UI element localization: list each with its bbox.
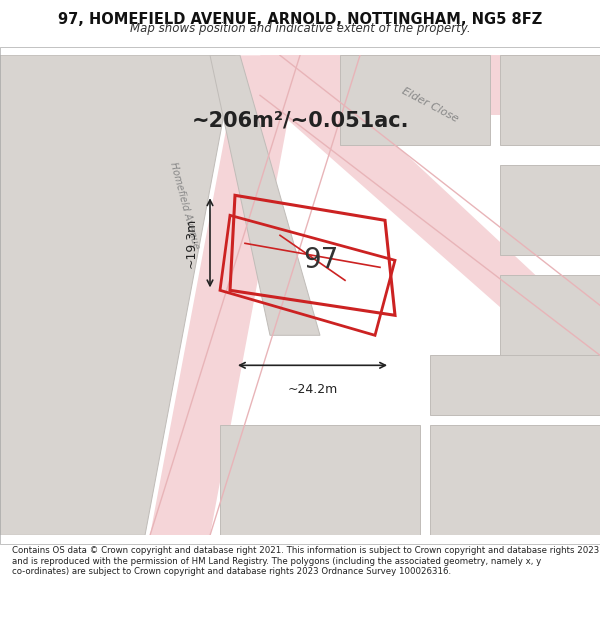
Polygon shape xyxy=(430,355,600,415)
Polygon shape xyxy=(260,55,600,115)
Text: Elder Close: Elder Close xyxy=(400,86,460,124)
Polygon shape xyxy=(430,425,600,535)
Text: 97, HOMEFIELD AVENUE, ARNOLD, NOTTINGHAM, NG5 8FZ: 97, HOMEFIELD AVENUE, ARNOLD, NOTTINGHAM… xyxy=(58,12,542,27)
Polygon shape xyxy=(150,55,300,535)
Polygon shape xyxy=(0,55,235,535)
Text: Map shows position and indicative extent of the property.: Map shows position and indicative extent… xyxy=(130,22,470,35)
Polygon shape xyxy=(500,275,600,355)
Text: 97: 97 xyxy=(304,246,339,274)
Text: ~19.3m: ~19.3m xyxy=(185,217,198,268)
Text: Contains OS data © Crown copyright and database right 2021. This information is : Contains OS data © Crown copyright and d… xyxy=(12,546,599,576)
Polygon shape xyxy=(500,55,600,145)
Polygon shape xyxy=(260,55,600,396)
Polygon shape xyxy=(340,55,490,145)
Text: ~206m²/~0.051ac.: ~206m²/~0.051ac. xyxy=(191,110,409,130)
Text: Homefield Avenue: Homefield Avenue xyxy=(169,161,202,250)
Text: ~24.2m: ~24.2m xyxy=(287,383,338,396)
Polygon shape xyxy=(220,425,420,535)
Polygon shape xyxy=(210,55,320,335)
Polygon shape xyxy=(500,165,600,255)
